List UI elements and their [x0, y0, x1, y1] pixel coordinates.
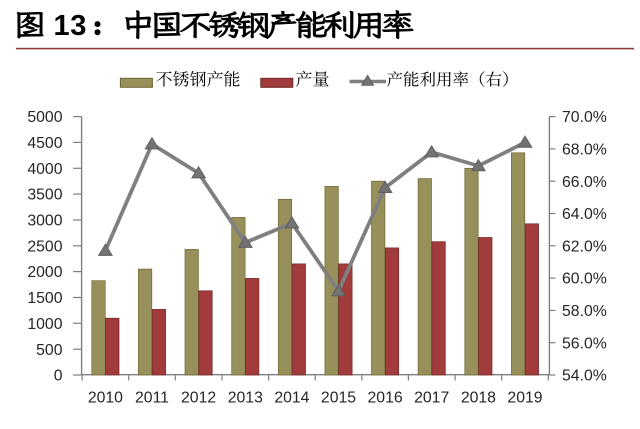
svg-text:2014: 2014 [274, 390, 309, 407]
svg-text:62.0%: 62.0% [562, 238, 607, 255]
svg-text:5000: 5000 [27, 109, 62, 126]
svg-text:68.0%: 68.0% [562, 142, 607, 159]
svg-text:2018: 2018 [461, 390, 496, 407]
svg-text:1000: 1000 [27, 316, 62, 333]
svg-text:64.0%: 64.0% [562, 206, 607, 223]
svg-text:2000: 2000 [27, 264, 62, 281]
svg-text:1500: 1500 [27, 290, 62, 307]
svg-text:3000: 3000 [27, 213, 62, 230]
svg-text:2012: 2012 [181, 390, 216, 407]
svg-text:54.0%: 54.0% [562, 368, 607, 385]
svg-text:58.0%: 58.0% [562, 303, 607, 320]
svg-text:66.0%: 66.0% [562, 174, 607, 191]
svg-text:2011: 2011 [135, 390, 169, 407]
svg-text:2013: 2013 [228, 390, 263, 407]
svg-text:13: 13 [54, 10, 87, 42]
svg-text:60.0%: 60.0% [562, 271, 607, 288]
svg-text:2016: 2016 [368, 390, 403, 407]
svg-text:2010: 2010 [88, 390, 123, 407]
svg-text:2019: 2019 [507, 390, 542, 407]
svg-text:70.0%: 70.0% [562, 109, 607, 126]
svg-text:500: 500 [36, 342, 63, 359]
svg-text:4500: 4500 [27, 135, 62, 152]
svg-text:0: 0 [54, 368, 63, 385]
svg-text:56.0%: 56.0% [562, 335, 607, 352]
svg-text:2017: 2017 [414, 390, 449, 407]
svg-text:4000: 4000 [27, 161, 62, 178]
svg-text:2500: 2500 [27, 238, 62, 255]
svg-text:3500: 3500 [27, 187, 62, 204]
svg-text:2015: 2015 [321, 390, 356, 407]
